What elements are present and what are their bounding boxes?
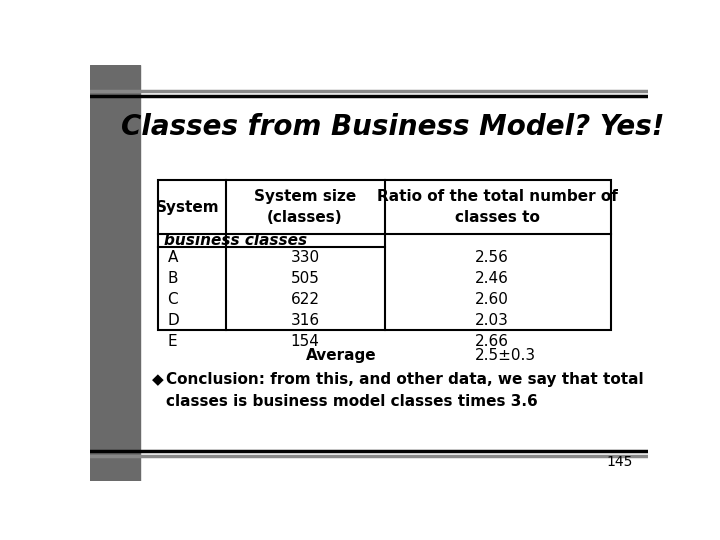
Text: 622: 622 bbox=[291, 292, 320, 307]
Text: 2.56: 2.56 bbox=[474, 250, 508, 265]
Text: 2.5±0.3: 2.5±0.3 bbox=[474, 348, 536, 362]
Text: Classes from Business Model? Yes!: Classes from Business Model? Yes! bbox=[120, 112, 664, 140]
Text: D: D bbox=[168, 313, 179, 328]
Text: 316: 316 bbox=[290, 313, 320, 328]
Bar bbox=[90, 65, 140, 481]
Text: A: A bbox=[168, 250, 178, 265]
Text: C: C bbox=[168, 292, 178, 307]
Bar bbox=[158, 180, 611, 330]
Text: Ratio of the total number of
classes to: Ratio of the total number of classes to bbox=[377, 189, 618, 225]
Text: B: B bbox=[168, 271, 178, 286]
Text: 2.60: 2.60 bbox=[474, 292, 508, 307]
Text: 330: 330 bbox=[290, 250, 320, 265]
Text: 2.03: 2.03 bbox=[474, 313, 508, 328]
Text: 145: 145 bbox=[606, 455, 632, 469]
Text: 2.46: 2.46 bbox=[474, 271, 508, 286]
Text: System: System bbox=[156, 200, 220, 215]
Text: ◆: ◆ bbox=[152, 372, 163, 387]
Text: E: E bbox=[168, 334, 177, 349]
Text: System size
(classes): System size (classes) bbox=[254, 189, 356, 225]
Text: 505: 505 bbox=[291, 271, 320, 286]
Text: Conclusion: from this, and other data, we say that total
classes is business mod: Conclusion: from this, and other data, w… bbox=[166, 372, 644, 409]
Text: Average: Average bbox=[306, 348, 377, 362]
Text: 2.66: 2.66 bbox=[474, 334, 508, 349]
Text: 154: 154 bbox=[291, 334, 320, 349]
Text: business classes: business classes bbox=[164, 233, 307, 248]
